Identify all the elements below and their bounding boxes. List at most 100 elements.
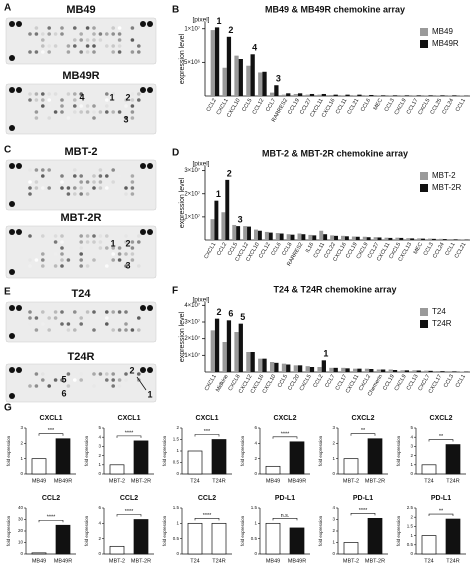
chart-title: CXCL2 — [274, 415, 297, 422]
spot — [111, 50, 115, 54]
bar — [187, 522, 203, 555]
bar — [424, 95, 429, 96]
spot-label: 3 — [123, 114, 128, 124]
x-tick-label: CCL6 — [360, 98, 372, 113]
bar — [274, 362, 279, 372]
bar — [286, 364, 291, 372]
bar — [321, 360, 326, 372]
chart-title: CXCL1 — [40, 415, 63, 422]
annotation: 5 — [240, 312, 245, 322]
spot — [79, 38, 83, 42]
bar — [297, 233, 302, 240]
spot — [79, 264, 83, 268]
bar — [214, 318, 220, 372]
spot — [117, 384, 122, 388]
spot — [73, 98, 77, 102]
spot — [73, 192, 77, 196]
x-tick-label: MB49R — [288, 558, 306, 564]
spot — [66, 92, 71, 96]
y-axis-label: expression level — [179, 177, 186, 228]
y-tick-label: 3 — [332, 517, 335, 522]
spot — [98, 186, 103, 190]
spot-label: 1 — [110, 238, 115, 248]
spot — [47, 98, 51, 102]
bar — [412, 370, 417, 372]
spot — [98, 240, 103, 244]
spot — [73, 44, 77, 48]
bar — [357, 94, 362, 96]
bar — [226, 320, 232, 372]
spot — [79, 316, 83, 320]
spot — [130, 110, 135, 114]
bar — [210, 30, 215, 97]
x-tick-label: CCL2 — [312, 374, 324, 389]
chart-title: T24 & T24R chemokine array — [273, 284, 396, 294]
bar — [364, 95, 370, 96]
spot — [111, 252, 115, 256]
spot — [137, 316, 141, 320]
x-tick-label: MB49 — [266, 478, 280, 484]
bar — [362, 236, 367, 240]
spot — [111, 92, 115, 96]
spot — [47, 186, 51, 190]
y-axis-label: fold expression — [162, 515, 167, 546]
bar — [31, 552, 47, 555]
bar — [247, 226, 251, 240]
bar — [210, 219, 215, 240]
spot — [105, 186, 109, 190]
bar — [232, 224, 237, 240]
spot — [34, 258, 39, 262]
bar — [388, 237, 393, 240]
bar — [309, 93, 315, 96]
spot — [92, 384, 96, 388]
y-tick-label: 0 — [332, 551, 335, 556]
spot — [34, 186, 39, 190]
x-tick-label: CCL3 — [443, 374, 455, 389]
spot — [47, 50, 51, 54]
spot — [53, 92, 58, 96]
bar — [447, 371, 453, 372]
bar — [211, 439, 227, 475]
spot — [85, 110, 90, 114]
spot-label: 3 — [125, 260, 130, 270]
spot — [34, 328, 39, 332]
bar — [225, 179, 230, 240]
spot — [79, 234, 83, 238]
blot — [5, 225, 157, 279]
spot — [79, 192, 83, 196]
spot — [117, 50, 122, 54]
spot — [28, 50, 32, 54]
y-tick-label: 0 — [410, 471, 413, 476]
spot — [137, 264, 141, 268]
bar — [265, 465, 281, 475]
y-tick-label: 2 — [98, 536, 101, 541]
reference-spot — [147, 87, 153, 93]
spot — [98, 32, 103, 36]
y-tick-label: 1×10⁷ — [184, 25, 200, 32]
y-tick-label: 4 — [410, 434, 413, 439]
spot — [117, 38, 122, 42]
bar — [329, 367, 334, 372]
y-tick-label: 4 — [332, 505, 335, 510]
y-tick-label: 3 — [20, 425, 23, 430]
blot-title: T24R — [68, 351, 95, 363]
spot — [34, 316, 39, 320]
spot — [34, 32, 39, 36]
bar — [317, 367, 322, 372]
spot — [92, 26, 96, 30]
annotation: 2 — [227, 168, 232, 178]
spot — [41, 98, 45, 102]
bar — [436, 95, 441, 96]
significance-bracket — [116, 435, 142, 438]
bar — [281, 363, 287, 372]
spot — [98, 38, 103, 42]
x-tick-label: T24 — [424, 478, 433, 484]
spot — [28, 258, 32, 262]
spot — [47, 92, 51, 96]
bar — [412, 95, 417, 96]
bar — [334, 235, 338, 240]
legend-swatch — [420, 40, 428, 48]
legend-label: MBT-2 — [432, 171, 456, 180]
bar — [421, 238, 425, 240]
spot — [137, 92, 141, 96]
